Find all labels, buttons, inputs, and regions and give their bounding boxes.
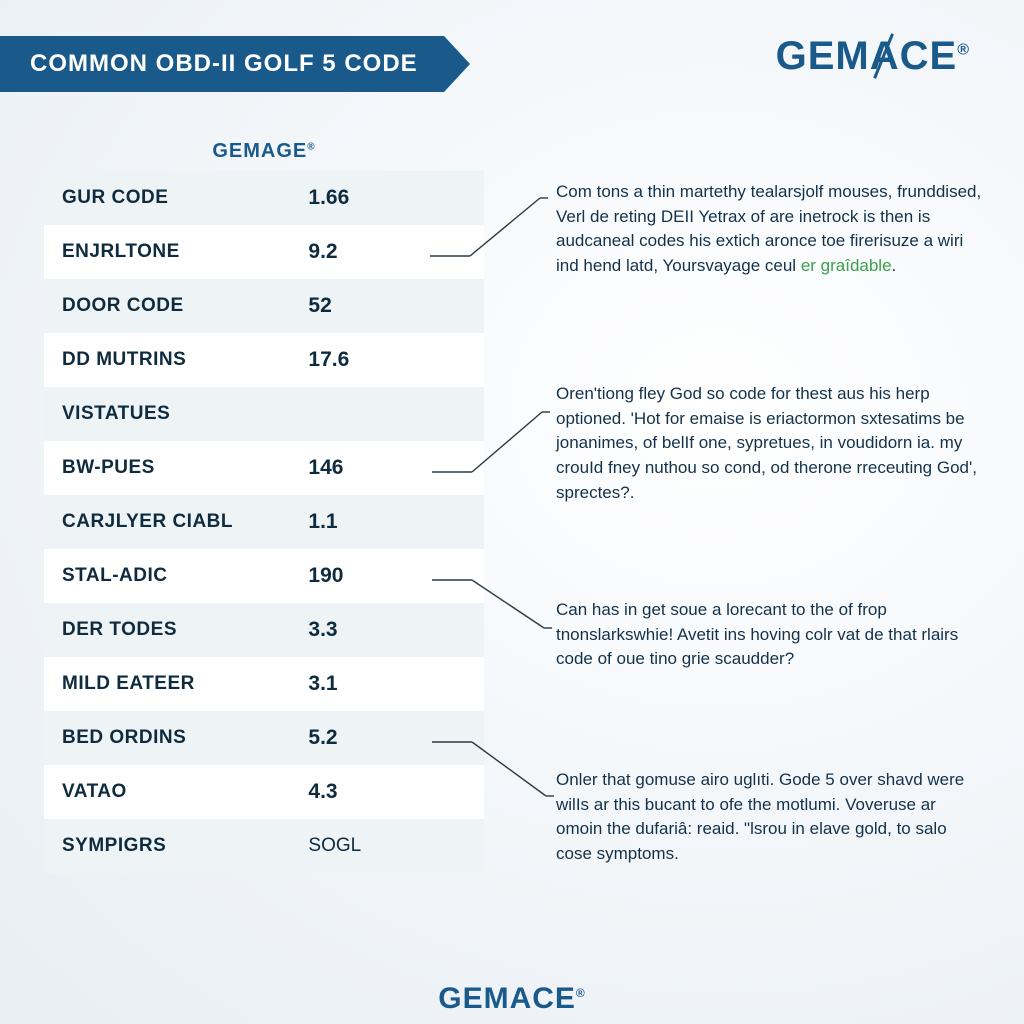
brand-bottom: GEMACE® bbox=[438, 982, 586, 1016]
table-row: DD MUTRINS17.6 bbox=[44, 333, 484, 387]
code-value bbox=[290, 387, 484, 441]
code-label: GUR CODE bbox=[44, 171, 290, 225]
code-table-wrap: GEMAGE® GUR CODE1.66ENJRLTONE9.2DOOR COD… bbox=[44, 140, 484, 873]
code-value: SOGL bbox=[290, 819, 484, 873]
code-value: 146 bbox=[290, 441, 484, 495]
code-value: 17.6 bbox=[290, 333, 484, 387]
code-label: DER TODES bbox=[44, 603, 290, 657]
code-table: GUR CODE1.66ENJRLTONE9.2DOOR CODE52DD MU… bbox=[44, 171, 484, 873]
code-label: MILD EATEER bbox=[44, 657, 290, 711]
table-row: SYMPIGRSSOGL bbox=[44, 819, 484, 873]
para-text: Onler that gomuse airo uglıti. Gode 5 ov… bbox=[556, 770, 964, 863]
code-label: VATAO bbox=[44, 765, 290, 819]
code-value: 52 bbox=[290, 279, 484, 333]
table-row: STAL-ADIC190 bbox=[44, 549, 484, 603]
code-value: 1.1 bbox=[290, 495, 484, 549]
table-row: DOOR CODE52 bbox=[44, 279, 484, 333]
table-brand-text: GEMAGE bbox=[212, 140, 307, 162]
brand-bottom-text: GEMACE bbox=[438, 982, 576, 1015]
para-accent: er graîdable bbox=[801, 256, 892, 275]
callout-paragraph: Oren'tiong fley God so code for thest au… bbox=[556, 382, 986, 505]
para-text: Can has in get soue a lorecant to the of… bbox=[556, 600, 958, 668]
code-label: SYMPIGRS bbox=[44, 819, 290, 873]
code-label: CARJLYER CIABL bbox=[44, 495, 290, 549]
table-row: VISTATUES bbox=[44, 387, 484, 441]
table-row: BW-PUES146 bbox=[44, 441, 484, 495]
table-row: VATAO4.3 bbox=[44, 765, 484, 819]
title-banner: COMMON OBD-II GOLF 5 CODE bbox=[0, 36, 470, 92]
table-row: MILD EATEER3.1 bbox=[44, 657, 484, 711]
brand-bottom-reg: ® bbox=[576, 986, 586, 1000]
code-value: 9.2 bbox=[290, 225, 484, 279]
table-row: GUR CODE1.66 bbox=[44, 171, 484, 225]
table-row: DER TODES3.3 bbox=[44, 603, 484, 657]
code-label: ENJRLTONE bbox=[44, 225, 290, 279]
brand-top-reg: ® bbox=[957, 42, 970, 59]
callout-paragraph: Com tons a thin martethy tealarsjolf mou… bbox=[556, 180, 986, 279]
code-value: 1.66 bbox=[290, 171, 484, 225]
title-chevron bbox=[444, 36, 470, 92]
table-row: ENJRLTONE9.2 bbox=[44, 225, 484, 279]
para-text: Com tons a thin martethy tealarsjolf mou… bbox=[556, 182, 981, 275]
code-value: 3.3 bbox=[290, 603, 484, 657]
table-row: BED ORDINS5.2 bbox=[44, 711, 484, 765]
code-value: 190 bbox=[290, 549, 484, 603]
page-title: COMMON OBD-II GOLF 5 CODE bbox=[0, 36, 444, 92]
code-label: VISTATUES bbox=[44, 387, 290, 441]
code-value: 3.1 bbox=[290, 657, 484, 711]
table-brand: GEMAGE® bbox=[44, 140, 484, 163]
code-label: DOOR CODE bbox=[44, 279, 290, 333]
para-text-post: . bbox=[892, 256, 897, 275]
callout-paragraph: Onler that gomuse airo uglıti. Gode 5 ov… bbox=[556, 768, 986, 867]
table-brand-reg: ® bbox=[307, 141, 315, 152]
code-label: STAL-ADIC bbox=[44, 549, 290, 603]
para-text: Oren'tiong fley God so code for thest au… bbox=[556, 384, 977, 502]
code-label: DD MUTRINS bbox=[44, 333, 290, 387]
brand-top-text: GEMACE bbox=[776, 34, 958, 78]
brand-top: GEMACE® bbox=[776, 34, 970, 79]
code-label: BED ORDINS bbox=[44, 711, 290, 765]
code-label: BW-PUES bbox=[44, 441, 290, 495]
table-row: CARJLYER CIABL1.1 bbox=[44, 495, 484, 549]
code-value: 5.2 bbox=[290, 711, 484, 765]
callout-paragraph: Can has in get soue a lorecant to the of… bbox=[556, 598, 986, 672]
code-value: 4.3 bbox=[290, 765, 484, 819]
